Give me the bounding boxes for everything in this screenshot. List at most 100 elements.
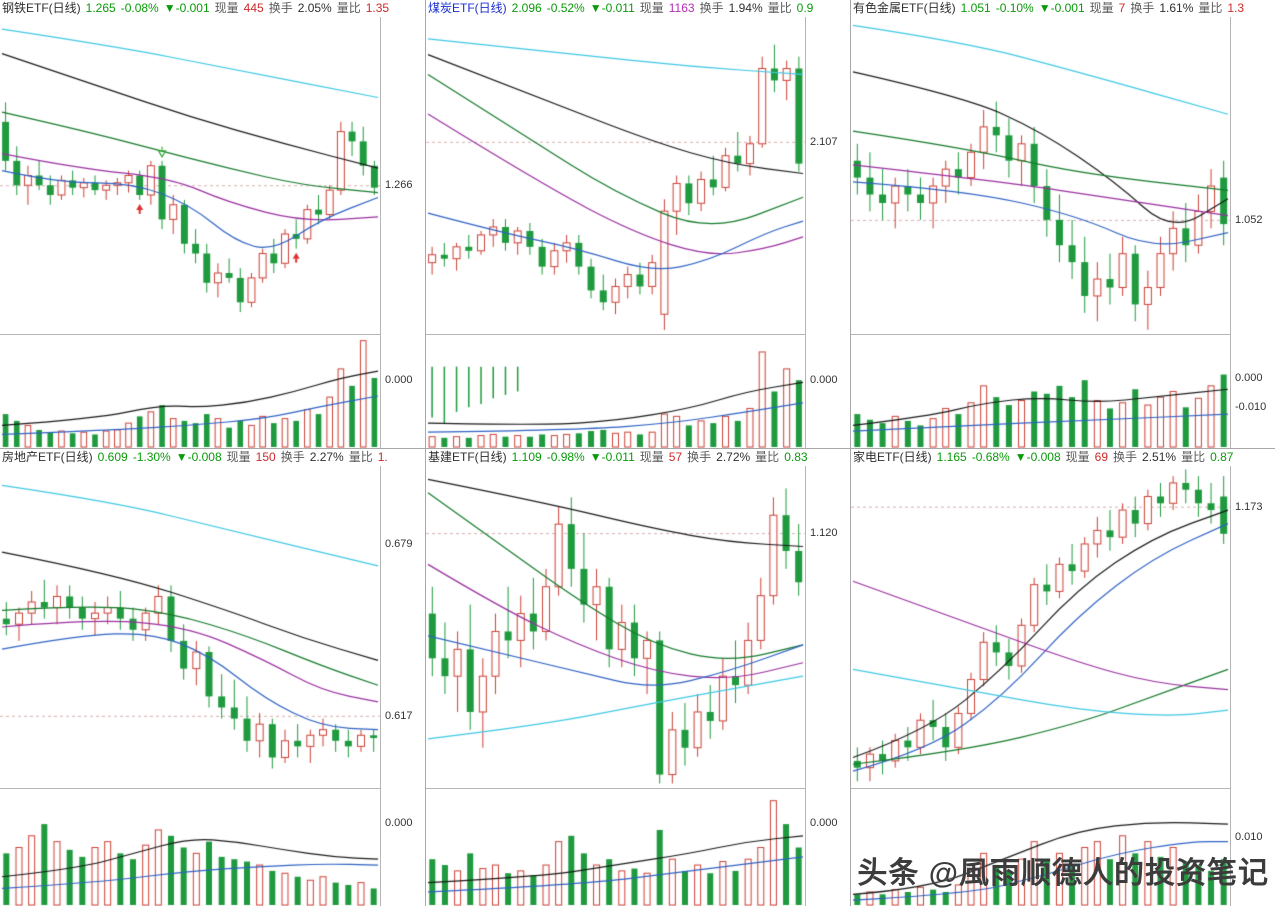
change-percent: -1.30% <box>132 450 171 464</box>
turnover-label: 换手 <box>687 450 712 464</box>
volume-value: 7 <box>1118 1 1126 15</box>
volume-label: 现量 <box>639 1 664 15</box>
price-axis: 1.173 0.010 <box>1231 466 1275 906</box>
candlestick-chart[interactable] <box>0 17 380 334</box>
last-price: 1.109 <box>511 450 542 464</box>
volume-value: 445 <box>243 1 264 15</box>
axis-label: 0.000 <box>1235 371 1263 384</box>
candlestick-chart[interactable] <box>426 17 805 334</box>
chart-panel-2[interactable]: 煤炭ETF(日线) 2.096 -0.52% ▼-0.011 现量 1163 换手 1.94%… <box>425 0 850 449</box>
candlestick-chart[interactable] <box>426 466 805 788</box>
turnover-value: 2.05% <box>297 1 332 15</box>
panel-body: 2.107 0.000 <box>426 17 850 448</box>
change-value: ▼-0.008 <box>1014 450 1061 464</box>
candlestick-chart[interactable] <box>851 466 1230 788</box>
change-value: ▼-0.008 <box>175 450 222 464</box>
chart-area <box>0 17 381 448</box>
stock-name[interactable]: 有色金属ETF(日线) <box>853 1 956 15</box>
panel-header: 钢铁ETF(日线) 1.265 -0.08% ▼-0.001 现量 445 换手 2.05% 量… <box>0 0 425 17</box>
change-percent: -0.68% <box>971 450 1010 464</box>
chart-panel-1[interactable]: 钢铁ETF(日线) 1.265 -0.08% ▼-0.001 现量 445 换手 2.05% 量… <box>0 0 425 449</box>
stock-name[interactable]: 钢铁ETF(日线) <box>2 1 81 15</box>
volume-value: 1163 <box>668 1 695 15</box>
volume-label: 现量 <box>214 1 239 15</box>
axis-label: 2.107 <box>810 135 838 148</box>
axis-label: 0.000 <box>810 374 838 387</box>
chart-area <box>0 466 381 906</box>
turnover-value: 1.61% <box>1159 1 1194 15</box>
chart-divider <box>0 334 380 335</box>
change-value: ▼-0.011 <box>589 450 635 464</box>
chart-panel-6[interactable]: 家电ETF(日线) 1.165 -0.68% ▼-0.008 现量 69 换手 2.51% 量比… <box>850 449 1275 906</box>
axis-label: 0.000 <box>385 374 413 387</box>
turnover-value: 2.51% <box>1142 450 1177 464</box>
price-axis: 2.107 0.000 <box>806 17 850 448</box>
axis-label: 1.173 <box>1235 500 1263 513</box>
volume-ratio-value: 0.83 <box>784 450 808 464</box>
indicator-chart[interactable] <box>0 789 380 906</box>
candlestick-chart[interactable] <box>0 466 380 788</box>
panel-body: 1.266 0.000 <box>0 17 425 448</box>
chart-area <box>851 17 1231 448</box>
chart-area <box>426 466 806 906</box>
axis-label: 1.120 <box>810 527 838 540</box>
candlestick-chart[interactable] <box>851 17 1230 334</box>
indicator-chart[interactable] <box>426 789 805 906</box>
change-percent: -0.10% <box>995 1 1034 15</box>
turnover-label: 换手 <box>1130 1 1155 15</box>
turnover-value: 2.27% <box>309 450 344 464</box>
stock-name[interactable]: 家电ETF(日线) <box>853 450 932 464</box>
indicator-chart[interactable] <box>851 335 1230 448</box>
stock-name[interactable]: 煤炭ETF(日线) <box>428 1 507 15</box>
volume-ratio-label: 量比 <box>336 1 361 15</box>
volume-ratio-label: 量比 <box>1198 1 1223 15</box>
change-value: ▼-0.001 <box>1038 1 1085 15</box>
chart-panel-5[interactable]: 基建ETF(日线) 1.109 -0.98% ▼-0.011 现量 57 换手 2.72% 量比… <box>425 449 850 906</box>
axis-label: 0.010 <box>1235 830 1263 843</box>
indicator-chart[interactable] <box>851 789 1230 906</box>
volume-value: 150 <box>255 450 276 464</box>
panel-body: 1.120 0.000 <box>426 466 850 906</box>
last-price: 1.265 <box>85 1 116 15</box>
chart-divider <box>426 788 805 789</box>
volume-ratio-value: 1.3 <box>1227 1 1245 15</box>
price-axis: 0.679 0.617 0.000 <box>381 466 425 906</box>
stock-name[interactable]: 基建ETF(日线) <box>428 450 507 464</box>
change-value: ▼-0.001 <box>163 1 210 15</box>
panel-header: 煤炭ETF(日线) 2.096 -0.52% ▼-0.011 现量 1163 换手 1.94%… <box>426 0 850 17</box>
last-price: 1.051 <box>960 1 991 15</box>
turnover-label: 换手 <box>1113 450 1138 464</box>
panel-header: 家电ETF(日线) 1.165 -0.68% ▼-0.008 现量 69 换手 2.51% 量比… <box>851 449 1275 466</box>
panel-header: 房地产ETF(日线) 0.609 -1.30% ▼-0.008 现量 150 换手 2.27%… <box>0 449 425 466</box>
turnover-label: 换手 <box>699 1 724 15</box>
indicator-chart[interactable] <box>0 335 380 448</box>
volume-ratio-value: 1.35 <box>365 1 390 15</box>
stock-name[interactable]: 房地产ETF(日线) <box>2 450 93 464</box>
chart-panel-3[interactable]: 有色金属ETF(日线) 1.051 -0.10% ▼-0.001 现量 7 换手 1.61% 量… <box>850 0 1275 449</box>
volume-ratio-label: 量比 <box>755 450 780 464</box>
panel-body: 1.052 0.000 -0.010 <box>851 17 1275 448</box>
turnover-label: 换手 <box>280 450 305 464</box>
change-percent: -0.52% <box>546 1 585 15</box>
panel-header: 有色金属ETF(日线) 1.051 -0.10% ▼-0.001 现量 7 换手 1.61% 量… <box>851 0 1275 17</box>
volume-ratio-label: 量比 <box>767 1 792 15</box>
turnover-value: 1.94% <box>728 1 763 15</box>
volume-label: 现量 <box>226 450 251 464</box>
axis-label: 0.000 <box>810 816 838 829</box>
axis-label: 0.679 <box>385 537 413 550</box>
indicator-chart[interactable] <box>426 335 805 448</box>
volume-value: 57 <box>668 450 683 464</box>
price-axis: 1.052 0.000 -0.010 <box>1231 17 1275 448</box>
axis-label: -0.010 <box>1235 401 1267 414</box>
volume-label: 现量 <box>1089 1 1114 15</box>
chart-divider <box>851 788 1230 789</box>
volume-ratio-label: 量比 <box>1181 450 1206 464</box>
turnover-value: 2.72% <box>716 450 751 464</box>
volume-ratio-value: 0.9 <box>796 1 814 15</box>
price-axis: 1.266 0.000 <box>381 17 425 448</box>
panel-body: 0.679 0.617 0.000 <box>0 466 425 906</box>
volume-ratio-label: 量比 <box>348 450 373 464</box>
chart-panel-4[interactable]: 房地产ETF(日线) 0.609 -1.30% ▼-0.008 现量 150 换手 2.27%… <box>0 449 425 906</box>
